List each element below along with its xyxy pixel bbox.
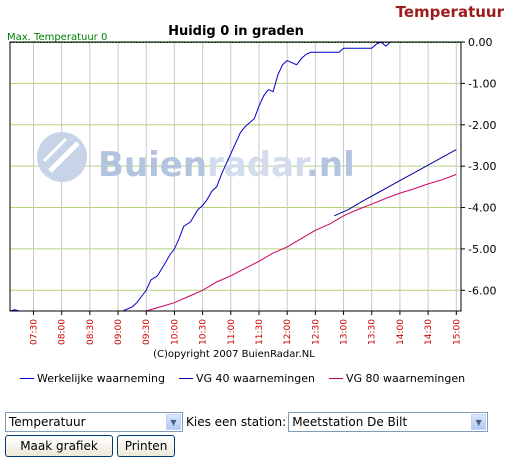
copyright: (C)opyright 2007 BuienRadar.NL [153, 349, 315, 360]
x-tick-label: 14:30 [424, 319, 434, 345]
svg-text:Buienradar.nl: Buienradar.nl [98, 145, 355, 185]
watermark-text-dark: Buien [98, 145, 207, 185]
grid [10, 41, 461, 311]
x-tick-label: 08:30 [86, 319, 96, 345]
y-tick-label: 0.00 [468, 36, 493, 49]
x-tick-label: 08:00 [58, 319, 68, 345]
variable-select[interactable]: Temperatuur ▼ [5, 412, 183, 432]
station-select[interactable]: Meetstation De Bilt ▼ [288, 412, 489, 432]
watermark: Buienradar.nl [37, 132, 355, 185]
legend-item-vg80: VG 80 waarnemingen [329, 372, 465, 385]
x-axis: 07:30 08:00 08:30 09:00 09:30 10:00 10:30 11:00… [29, 311, 462, 345]
y-tick-label: -6.00 [468, 284, 496, 297]
legend-item-vg40: VG 40 waarnemingen [178, 372, 316, 385]
legend-label: VG 40 waarnemingen [195, 372, 316, 385]
chart-title: Huidig 0 in graden [168, 24, 304, 39]
x-tick-label: 12:30 [311, 319, 321, 345]
make-chart-button[interactable]: Maak grafiek [5, 435, 113, 457]
legend-label: VG 80 waarnemingen [346, 372, 466, 385]
y-tick-label: -2.00 [468, 119, 496, 132]
x-tick-label: 15:00 [452, 319, 462, 345]
plot-border [9, 41, 462, 312]
series [9, 41, 461, 312]
legend-item-werkelijk: Werkelijke waarneming [20, 372, 165, 385]
y-tick-label: -3.00 [468, 160, 496, 173]
legend-swatch [329, 378, 344, 379]
controls: Temperatuur ▼ Kies een station: Meetstat… [5, 412, 510, 457]
temperature-chart: Buienradar.nl Huidig 0 in graden Max. Te… [7, 24, 496, 360]
y-tick-label: -5.00 [468, 243, 496, 256]
legend-swatch [178, 378, 193, 379]
variable-select-value: Temperatuur [9, 415, 86, 429]
chevron-down-icon[interactable]: ▼ [166, 414, 181, 430]
x-tick-label: 10:30 [199, 319, 209, 345]
x-tick-label: 12:00 [283, 319, 293, 345]
x-tick-label: 09:30 [142, 319, 152, 345]
watermark-text-light: radar [207, 145, 311, 185]
x-tick-label: 10:00 [170, 319, 180, 345]
x-tick-label: 14:00 [396, 319, 406, 345]
legend: Werkelijke waarneming VG 40 waarnemingen… [20, 372, 479, 385]
series-vg40 [333, 149, 457, 217]
y-tick-label: -1.00 [468, 77, 496, 90]
y-tick-label: -4.00 [468, 202, 496, 215]
x-tick-label: 13:00 [340, 319, 350, 345]
x-tick-label: 09:00 [114, 319, 124, 345]
legend-swatch [20, 378, 34, 379]
x-tick-label: 11:30 [255, 319, 265, 345]
series-werkelijke-waarneming [9, 41, 461, 312]
max-temperature-label: Max. Temperatuur 0 [7, 32, 107, 43]
page-title: Temperatuur [395, 3, 504, 21]
x-tick-label: 11:00 [227, 319, 237, 345]
y-axis: 0.00 -1.00 -2.00 -3.00 -4.00 -5.00 -6.00 [461, 36, 496, 297]
print-button[interactable]: Printen [117, 435, 175, 457]
station-select-value: Meetstation De Bilt [292, 415, 408, 429]
legend-label: Werkelijke waarneming [37, 372, 165, 385]
chevron-down-icon[interactable]: ▼ [471, 414, 487, 430]
station-label: Kies een station: [186, 415, 287, 429]
watermark-logo-icon [37, 132, 87, 182]
x-tick-label: 13:30 [368, 319, 378, 345]
watermark-text-suffix: .nl [306, 145, 355, 185]
series-vg80 [146, 173, 457, 312]
x-tick-label: 07:30 [29, 319, 39, 345]
